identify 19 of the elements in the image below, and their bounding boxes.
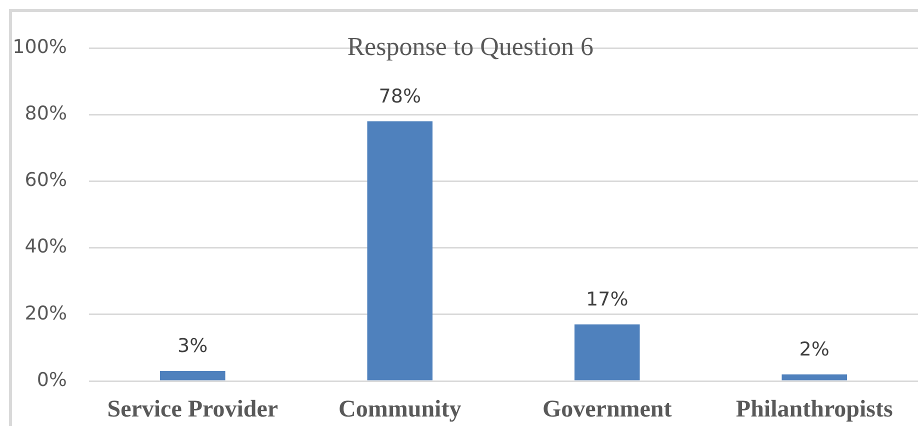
x-tick-label: Service Provider bbox=[107, 396, 278, 423]
data-label: 17% bbox=[586, 288, 628, 310]
data-label: 78% bbox=[378, 85, 421, 108]
bar bbox=[367, 121, 433, 380]
chart-title: Response to Question 6 bbox=[347, 32, 594, 61]
y-tick-label: 0% bbox=[36, 368, 67, 391]
y-tick-label: 100% bbox=[12, 36, 67, 58]
data-label: 2% bbox=[799, 338, 830, 360]
y-tick-label: 80% bbox=[24, 102, 67, 125]
y-tick-label: 40% bbox=[24, 236, 67, 258]
data-label: 3% bbox=[178, 335, 208, 358]
x-tick-label: Government bbox=[542, 396, 672, 423]
x-tick-label: Community bbox=[338, 396, 462, 423]
x-tick-label: Philanthropists bbox=[736, 396, 893, 423]
y-tick-label: 60% bbox=[24, 169, 67, 192]
bar bbox=[782, 374, 848, 380]
bar bbox=[574, 324, 640, 380]
y-tick-label: 20% bbox=[24, 302, 67, 324]
bar bbox=[160, 371, 226, 380]
